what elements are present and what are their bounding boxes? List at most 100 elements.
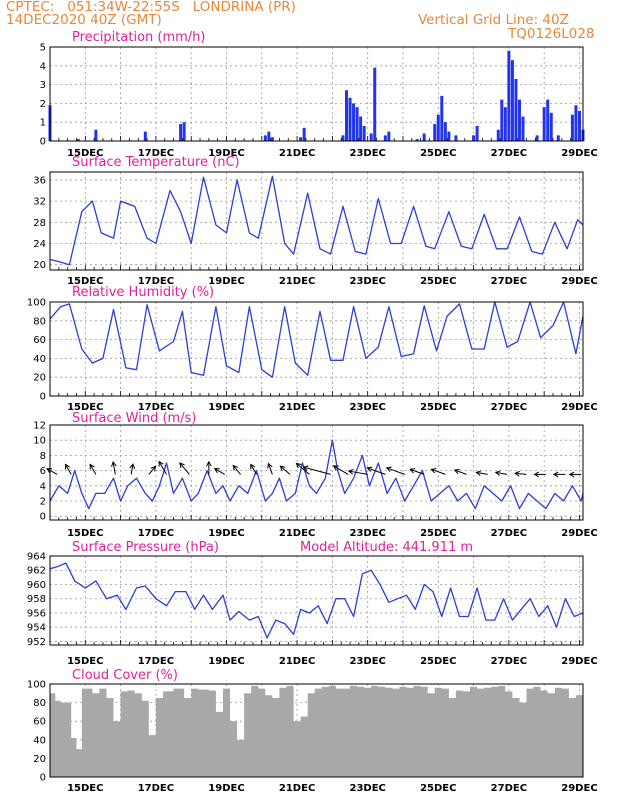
series-line: [49, 439, 584, 510]
wind-vector: [515, 472, 527, 475]
precip-bar: [503, 107, 507, 141]
panel-5: Cloud Cover (%) 0 20 40 60 80 100 15DEC 17DEC 19D…: [27, 668, 598, 794]
precip-bar: [267, 131, 271, 141]
y-tick-label: 958: [27, 594, 46, 605]
wind-vector: [476, 471, 488, 475]
precip-bar: [556, 135, 560, 141]
wind-vector: [454, 469, 467, 475]
x-tick-label: 25DEC: [420, 656, 456, 667]
x-tick-label: 19DEC: [208, 402, 244, 413]
wind-vector: [296, 463, 310, 475]
wind-arrowhead: [279, 465, 286, 472]
x-tick-label: 25DEC: [420, 783, 456, 794]
x-tick-label: 21DEC: [279, 783, 315, 794]
x-tick-label: 25DEC: [420, 148, 456, 159]
wind-arrowhead: [475, 470, 482, 476]
panel-frame: [49, 301, 584, 397]
wind-vector: [148, 466, 156, 475]
precip-bar: [182, 122, 186, 141]
wind-arrowhead: [385, 466, 392, 472]
x-tick-label: 23DEC: [349, 528, 385, 539]
wind-arrowhead: [533, 471, 540, 478]
precip-bar: [500, 99, 504, 141]
wind-arrowhead: [332, 465, 339, 471]
y-tick-label: 0: [40, 773, 46, 784]
precip-bar: [415, 139, 419, 141]
y-tick-label: 20: [33, 373, 46, 384]
precip-bar: [443, 122, 447, 141]
precip-bar: [76, 139, 80, 141]
wind-arrowhead: [302, 465, 309, 471]
x-tick-label: 27DEC: [491, 528, 527, 539]
y-tick-label: 20: [33, 260, 46, 271]
x-tick-label: 15DEC: [67, 402, 103, 413]
y-tick-label: 28: [33, 218, 46, 229]
panel-4: Surface Pressure (hPa) Model Altitude: 44…: [27, 540, 598, 667]
wind-vector: [179, 462, 190, 475]
wind-arrowhead: [267, 462, 273, 469]
x-tick-label: 21DEC: [279, 528, 315, 539]
series-line: [49, 175, 584, 266]
y-tick-label: 2: [40, 497, 46, 508]
x-tick-label: 17DEC: [138, 528, 174, 539]
x-tick-label: 19DEC: [208, 276, 244, 287]
precip-bar: [454, 135, 458, 141]
precip-bar: [517, 99, 521, 141]
wind-vector: [303, 466, 331, 475]
x-tick-label: 17DEC: [138, 656, 174, 667]
wind-vector: [386, 467, 405, 475]
y-tick-label: 956: [27, 608, 46, 619]
y-tick-label: 952: [27, 637, 46, 648]
precip-bar: [387, 131, 391, 141]
y-tick-label: 32: [33, 197, 46, 208]
wind-arrowhead: [250, 463, 256, 470]
precip-bar: [341, 135, 345, 141]
y-tick-label: 3: [40, 80, 46, 91]
y-tick-label: 8: [40, 451, 46, 462]
y-tick-label: 964: [27, 552, 46, 563]
wind-arrowhead: [158, 460, 164, 467]
y-tick-label: 100: [27, 680, 46, 691]
precip-bar: [362, 125, 366, 141]
precip-bar: [348, 97, 352, 141]
x-tick-label: 25DEC: [420, 402, 456, 413]
x-tick-label: 27DEC: [491, 276, 527, 287]
precip-bar: [359, 116, 363, 141]
precip-bar: [496, 129, 500, 141]
header-vertical-grid: Vertical Grid Line: 40Z: [418, 12, 569, 28]
precip-bar: [447, 131, 451, 141]
x-tick-label: 15DEC: [67, 528, 103, 539]
wind-vector: [495, 471, 508, 475]
wind-vector: [112, 461, 116, 475]
precip-bar: [440, 95, 444, 141]
precip-bar: [422, 133, 426, 141]
wind-arrowhead: [295, 462, 302, 469]
panel-frame: [49, 424, 584, 521]
x-tick-label: 23DEC: [349, 783, 385, 794]
y-tick-label: 960: [27, 580, 46, 591]
x-tick-label: 17DEC: [138, 402, 174, 413]
wind-arrowhead: [366, 466, 373, 472]
precip-bar: [510, 60, 514, 141]
wind-arrowhead: [514, 470, 520, 477]
header-station: CPTEC: 051:34W-22:55S LONDRINA (PR): [6, 0, 296, 15]
precip-bar: [436, 114, 440, 141]
x-tick-label: 23DEC: [349, 148, 385, 159]
panel-title: Cloud Cover (%): [72, 668, 178, 683]
y-tick-label: 5: [40, 43, 46, 54]
wind-arrowhead: [494, 470, 501, 476]
wind-arrowhead: [64, 463, 70, 470]
y-tick-label: 2: [40, 99, 46, 110]
y-tick-label: 0: [40, 512, 46, 523]
x-tick-label: 27DEC: [491, 783, 527, 794]
precip-bar: [433, 124, 437, 141]
wind-vector: [348, 470, 368, 475]
y-tick-label: 4: [40, 61, 46, 72]
panel-frame: [49, 683, 584, 778]
wind-arrowhead: [150, 465, 157, 472]
precip-bar: [514, 78, 518, 141]
precip-bar: [383, 135, 387, 141]
x-tick-label: 17DEC: [138, 276, 174, 287]
precip-bar: [179, 124, 183, 141]
